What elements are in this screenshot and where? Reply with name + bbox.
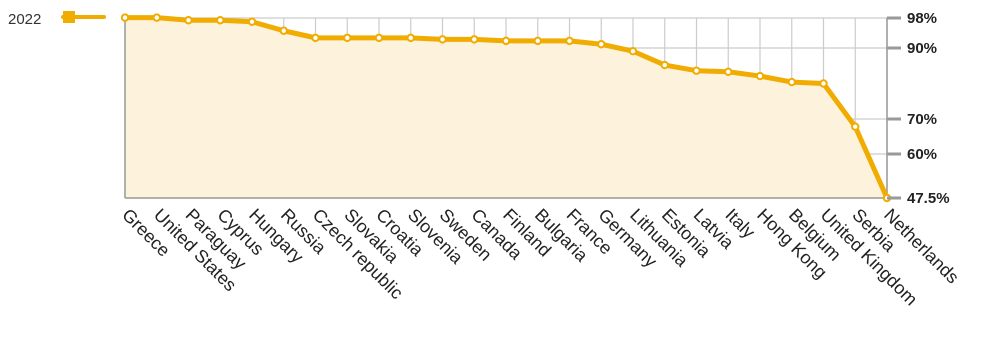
y-tick-label: 90% — [907, 40, 937, 57]
data-point-greece[interactable] — [120, 13, 130, 22]
data-point-sweden[interactable] — [438, 35, 447, 44]
y-tick-label: 60% — [907, 146, 937, 163]
data-point-slovenia[interactable] — [406, 33, 415, 43]
data-point-united-kingdom[interactable] — [819, 79, 828, 88]
data-point-cyprus[interactable] — [216, 16, 225, 25]
data-point-united-states[interactable] — [152, 13, 161, 22]
data-point-russia[interactable] — [279, 26, 288, 35]
data-point-paraguay[interactable] — [184, 16, 193, 25]
series-area-2022 — [125, 17, 887, 198]
data-point-czech-republic[interactable] — [311, 33, 320, 43]
data-point-france[interactable] — [565, 36, 574, 46]
y-tick-label: 98% — [907, 10, 937, 27]
data-point-slovakia[interactable] — [343, 33, 352, 43]
y-axis-ticks: 98% 90% 70% 60% 47.5% — [887, 10, 950, 207]
legend-label-2022: 2022 — [8, 11, 41, 28]
data-point-hungary[interactable] — [247, 17, 257, 26]
data-point-bulgaria[interactable] — [533, 36, 542, 46]
data-point-hong-kong[interactable] — [755, 71, 765, 81]
data-point-canada[interactable] — [470, 35, 479, 44]
y-tick-label: 47.5% — [907, 190, 950, 207]
data-point-croatia[interactable] — [374, 33, 384, 43]
data-point-estonia[interactable] — [660, 60, 669, 70]
data-points — [120, 13, 892, 203]
data-point-italy[interactable] — [724, 67, 733, 76]
data-point-latvia[interactable] — [692, 66, 701, 75]
data-point-germany[interactable] — [597, 40, 606, 49]
data-point-finland[interactable] — [501, 36, 511, 46]
data-point-lithuania[interactable] — [628, 46, 638, 56]
legend[interactable]: 2022 — [8, 11, 106, 28]
data-point-belgium[interactable] — [787, 77, 796, 87]
data-point-serbia[interactable] — [851, 122, 860, 131]
y-tick-label: 70% — [907, 111, 937, 128]
